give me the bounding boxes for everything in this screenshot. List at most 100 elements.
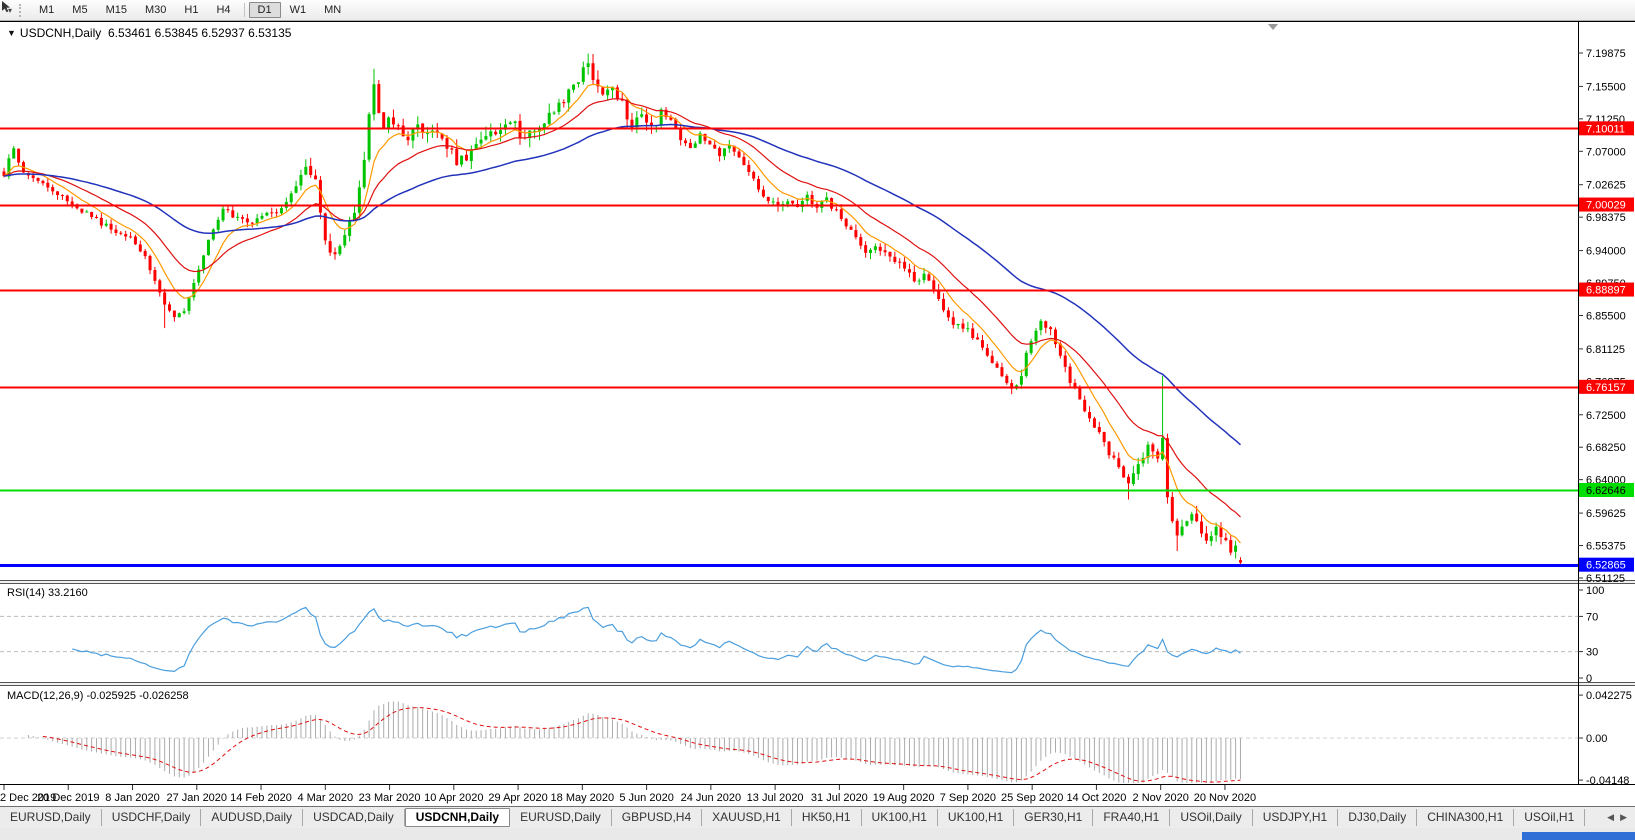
candle-body bbox=[143, 250, 147, 257]
tab-scroll-right-icon[interactable]: ▶ bbox=[1620, 812, 1627, 822]
candle-body bbox=[1097, 427, 1101, 433]
date-axis-label: 8 Jan 2020 bbox=[105, 792, 159, 804]
candle-body bbox=[338, 246, 342, 255]
chart-tab-CHINA300-H1[interactable]: CHINA300,H1 bbox=[1417, 809, 1515, 826]
candle-body bbox=[382, 112, 386, 128]
candle-body bbox=[372, 84, 376, 115]
chart-tab-EURUSD-Daily[interactable]: EURUSD,Daily bbox=[0, 809, 102, 826]
chart-title-dropdown-icon[interactable]: ▼ bbox=[7, 28, 16, 38]
chart-tab-USDCAD-Daily[interactable]: USDCAD,Daily bbox=[303, 809, 405, 826]
timeframe-button-M5[interactable]: M5 bbox=[72, 4, 88, 16]
candle-body bbox=[674, 119, 678, 128]
candle-body bbox=[445, 138, 449, 149]
toolbar-grip[interactable] bbox=[19, 3, 24, 17]
candle-body bbox=[489, 131, 493, 137]
candle-body bbox=[1141, 458, 1145, 464]
price-level-tag bbox=[1579, 197, 1634, 212]
date-axis-label: 13 Jul 2020 bbox=[747, 792, 804, 804]
candle-body bbox=[761, 189, 765, 197]
candle-body bbox=[893, 256, 897, 262]
candle-body bbox=[869, 249, 873, 253]
rsi-axis-label: 100 bbox=[1586, 585, 1604, 597]
timeframe-button-M1[interactable]: M1 bbox=[39, 4, 55, 16]
timeframe-button-MN[interactable]: MN bbox=[324, 4, 342, 16]
tab-scroll-arrows: ◀ ▶ bbox=[1599, 812, 1635, 823]
timeframe-button-M15[interactable]: M15 bbox=[105, 4, 127, 16]
date-axis-label: 23 Mar 2020 bbox=[359, 792, 421, 804]
candle-body bbox=[659, 109, 663, 125]
chart-tab-GER30-H1[interactable]: GER30,H1 bbox=[1014, 809, 1094, 826]
candle-body bbox=[255, 218, 259, 223]
candle-body bbox=[932, 280, 936, 290]
candle-body bbox=[148, 255, 152, 271]
candle-body bbox=[499, 130, 503, 134]
chart-tab-UK100-H1[interactable]: UK100,H1 bbox=[862, 809, 938, 826]
candle-body bbox=[547, 112, 551, 124]
candle-body bbox=[990, 355, 994, 363]
candle-body bbox=[1146, 444, 1150, 458]
candle-body bbox=[31, 175, 35, 179]
candle-body bbox=[825, 197, 829, 201]
candle-body bbox=[236, 216, 240, 218]
candle-body bbox=[742, 156, 746, 166]
candle-body bbox=[260, 215, 264, 219]
chart-tab-XAUUSD-H1[interactable]: XAUUSD,H1 bbox=[702, 809, 792, 826]
chart-tab-UK100-H1[interactable]: UK100,H1 bbox=[938, 809, 1015, 826]
candle-body bbox=[109, 223, 113, 230]
chart-tab-USDCHF-Daily[interactable]: USDCHF,Daily bbox=[102, 809, 202, 826]
candle-body bbox=[1068, 366, 1072, 384]
cursor-dropdown-icon[interactable]: ▾ bbox=[8, 5, 13, 15]
candle-body bbox=[912, 271, 916, 282]
price-level-tag bbox=[1579, 121, 1634, 136]
pane-splitter[interactable] bbox=[0, 682, 1635, 686]
toolbar-separator bbox=[243, 3, 245, 17]
candle-body bbox=[1024, 352, 1028, 376]
candle-body bbox=[503, 124, 507, 130]
candle-body bbox=[60, 194, 64, 196]
date-axis-label: 2 Nov 2020 bbox=[1133, 792, 1189, 804]
chart-tab-USDJPY-H1[interactable]: USDJPY,H1 bbox=[1253, 809, 1339, 826]
candle-body bbox=[1005, 375, 1009, 383]
timeframe-button-D1[interactable]: D1 bbox=[248, 2, 281, 18]
price-level-tag-label: 7.10011 bbox=[1586, 123, 1625, 135]
candle-body bbox=[474, 143, 478, 150]
candle-body bbox=[56, 191, 60, 196]
timeframe-button-H4[interactable]: H4 bbox=[216, 4, 231, 16]
rsi-axis-label: 30 bbox=[1586, 647, 1598, 659]
cursor-tool-button[interactable]: ▾ bbox=[2, 1, 15, 15]
candle-body bbox=[187, 296, 191, 311]
candle-body bbox=[172, 310, 176, 318]
candle-body bbox=[197, 269, 201, 283]
chart-tab-USOil-Daily[interactable]: USOil,Daily bbox=[1170, 809, 1253, 826]
chart-tab-GBPUSD-H4[interactable]: GBPUSD,H4 bbox=[612, 809, 703, 826]
candle-body bbox=[1102, 431, 1106, 443]
candle-body bbox=[859, 237, 863, 246]
candle-body bbox=[294, 186, 298, 193]
chart-tab-HK50-H1[interactable]: HK50,H1 bbox=[792, 809, 862, 826]
cursor-icon bbox=[2, 1, 10, 13]
candle-body bbox=[542, 123, 546, 129]
candle-body bbox=[1190, 514, 1194, 521]
tab-scroll-left-icon[interactable]: ◀ bbox=[1607, 812, 1615, 822]
candle-body bbox=[469, 150, 473, 162]
chart-tab-EURUSD-Daily[interactable]: EURUSD,Daily bbox=[510, 809, 612, 826]
candle-body bbox=[65, 195, 69, 202]
timeframe-button-W1[interactable]: W1 bbox=[289, 4, 307, 16]
candle-body bbox=[888, 251, 892, 257]
candle-body bbox=[1034, 330, 1038, 342]
chart-tab-AUDUSD-Daily[interactable]: AUDUSD,Daily bbox=[201, 809, 304, 826]
timeframe-button-H1[interactable]: H1 bbox=[184, 4, 199, 16]
chart-shift-marker-icon[interactable] bbox=[1268, 24, 1278, 30]
pane-splitter[interactable] bbox=[0, 580, 1635, 584]
chart-tab-USDCNH-Daily[interactable]: USDCNH,Daily bbox=[404, 808, 511, 827]
chart-tab-DJ30-Daily[interactable]: DJ30,Daily bbox=[1338, 809, 1418, 826]
candle-body bbox=[820, 201, 824, 208]
candle-body bbox=[17, 148, 21, 163]
candle-body bbox=[630, 119, 634, 128]
chart-tab-FRA40-H1[interactable]: FRA40,H1 bbox=[1093, 809, 1171, 826]
candle-body bbox=[279, 208, 283, 214]
chart-tab-USOil-H1[interactable]: USOil,H1 bbox=[1514, 809, 1586, 826]
timeframe-button-M30[interactable]: M30 bbox=[144, 4, 167, 16]
candle-body bbox=[883, 250, 887, 253]
date-axis-label: 19 Aug 2020 bbox=[873, 792, 935, 804]
